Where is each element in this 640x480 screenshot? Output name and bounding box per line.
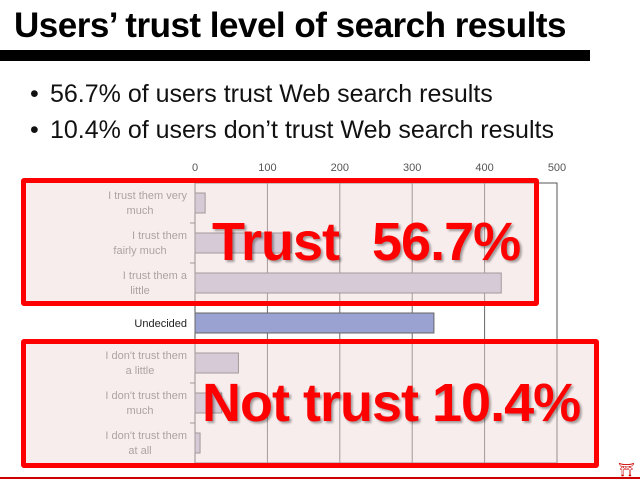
footer-line	[0, 477, 640, 479]
y-category-label: Undecided	[134, 318, 187, 330]
bar	[194, 192, 206, 214]
bullet-not-trust: • 10.4% of users don’t trust Web search r…	[30, 116, 554, 145]
bar	[194, 352, 239, 374]
torii-gate-icon: ⛩	[618, 462, 635, 477]
trust-overlay-percent: 56.7%	[372, 212, 521, 272]
not-trust-overlay-label: Not trust	[202, 373, 419, 433]
x-tick-label: 300	[403, 162, 421, 174]
y-category-label: I trust them a little	[123, 270, 188, 297]
trust-overlay-label: Trust	[212, 212, 340, 272]
not-trust-overlay-percent: 10.4%	[432, 373, 581, 433]
bullet-text: 10.4% of users don’t trust Web search re…	[50, 116, 554, 144]
y-category-label: I don't trust them a little	[105, 350, 187, 377]
x-tick-label: 200	[331, 162, 349, 174]
bar	[194, 272, 502, 294]
x-tick-label: 100	[258, 162, 276, 174]
x-tick-label: 400	[475, 162, 493, 174]
bar	[194, 432, 201, 454]
y-category-label: I trust them fairly much	[113, 230, 187, 257]
not-trust-highlight-box	[21, 339, 599, 468]
x-tick-label: 500	[548, 162, 566, 174]
trust-bar-chart: 0 100 200 300 400 500 I trust them very much I t…	[105, 162, 566, 464]
slide-title: Users’ trust level of search results	[14, 6, 567, 45]
y-category-label: I trust them very much	[108, 190, 187, 217]
bullet-text: 56.7% of users trust Web search results	[50, 80, 493, 108]
bullet-trust: • 56.7% of users trust Web search results	[30, 80, 493, 109]
bar	[194, 232, 292, 254]
title-underline-bar	[0, 50, 590, 61]
y-category-label: I don't trust them at all	[105, 430, 187, 457]
bullet-dot-icon: •	[30, 116, 39, 144]
bar	[194, 312, 435, 334]
x-tick-label: 0	[192, 162, 198, 174]
bullet-dot-icon: •	[30, 80, 39, 108]
y-category-label: I don't trust them much	[105, 390, 187, 417]
trust-highlight-box	[21, 178, 539, 306]
bar	[194, 392, 223, 414]
